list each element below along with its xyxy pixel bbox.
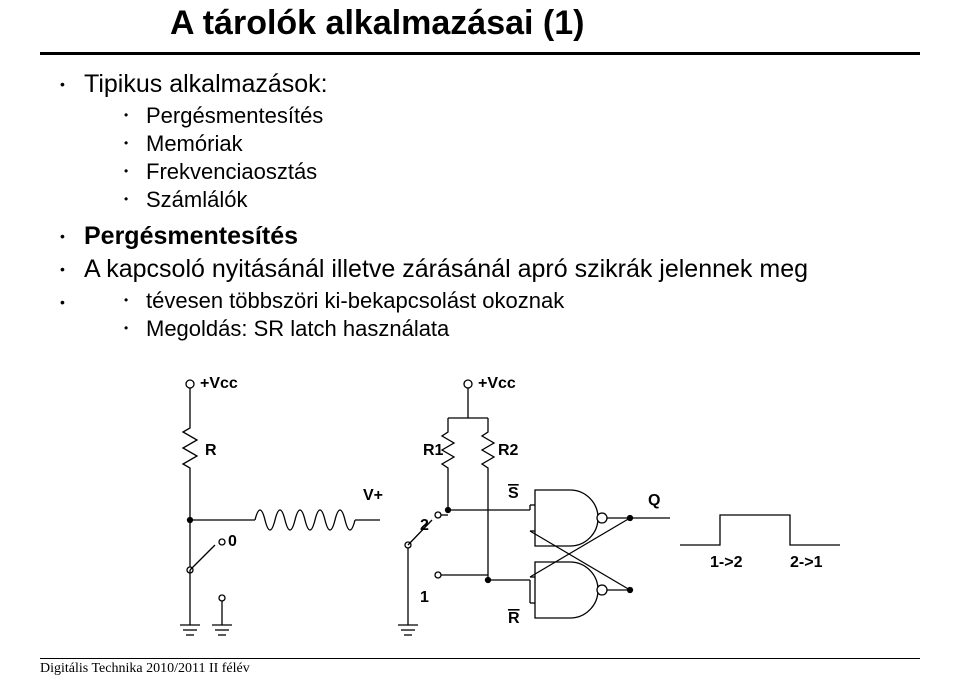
list-item-text: tévesen többszöri ki-bekapcsolást okozna… <box>146 288 564 313</box>
list-item-text: Memóriak <box>146 131 243 156</box>
label-R2: R2 <box>498 442 519 459</box>
bullets-section-1: Tipikus alkalmazások: Pergésmentesítés M… <box>60 70 328 217</box>
list-item-text: A kapcsoló nyitásánál illetve zárásánál … <box>84 255 808 283</box>
title-rule <box>40 52 920 55</box>
list-item: Tipikus alkalmazások: Pergésmentesítés M… <box>60 70 328 213</box>
label-Vplus: V+ <box>363 487 383 504</box>
bullets-section-2: Pergésmentesítés A kapcsoló nyitásánál i… <box>60 222 808 346</box>
list-item-text: Frekvenciaosztás <box>146 159 317 184</box>
label-R: R <box>205 442 217 459</box>
label-one: 1 <box>420 589 429 606</box>
list-item: tévesen többszöri ki-bekapcsolást okozna… <box>124 288 808 314</box>
list-item: tévesen többszöri ki-bekapcsolást okozna… <box>60 288 808 342</box>
footer-text: Digitális Technika 2010/2011 II félév <box>40 658 920 677</box>
page-title: A tárolók alkalmazásai (1) <box>170 4 584 43</box>
label-1to2: 1->2 <box>710 554 743 571</box>
label-two: 2 <box>420 517 429 534</box>
list-item-text: Számlálók <box>146 187 247 212</box>
label-vcc2: +Vcc <box>478 375 516 392</box>
label-zero: 0 <box>228 533 237 550</box>
label-vcc1: +Vcc <box>200 375 238 392</box>
circuit-diagram: +Vcc +Vcc R R1 R2 V+ 0 2 1 S R Q 1->2 2-… <box>150 370 850 665</box>
list-item: Számlálók <box>124 187 328 213</box>
label-R1: R1 <box>423 442 444 459</box>
list-item: Frekvenciaosztás <box>124 159 328 185</box>
list-item-text: Pergésmentesítés <box>146 103 323 128</box>
list-item-text: Pergésmentesítés <box>84 222 298 250</box>
label-Rbar: R <box>508 610 520 627</box>
label-2to1: 2->1 <box>790 554 823 571</box>
list-item: Pergésmentesítés <box>124 103 328 129</box>
list-item: Megoldás: SR latch használata <box>124 316 808 342</box>
list-item: Pergésmentesítés <box>60 222 808 251</box>
label-Q: Q <box>648 492 660 509</box>
list-item: Memóriak <box>124 131 328 157</box>
list-item-text: Megoldás: SR latch használata <box>146 316 449 341</box>
label-Sbar: S <box>508 485 519 502</box>
list-item: A kapcsoló nyitásánál illetve zárásánál … <box>60 255 808 284</box>
list-item-text: Tipikus alkalmazások: <box>84 70 328 98</box>
